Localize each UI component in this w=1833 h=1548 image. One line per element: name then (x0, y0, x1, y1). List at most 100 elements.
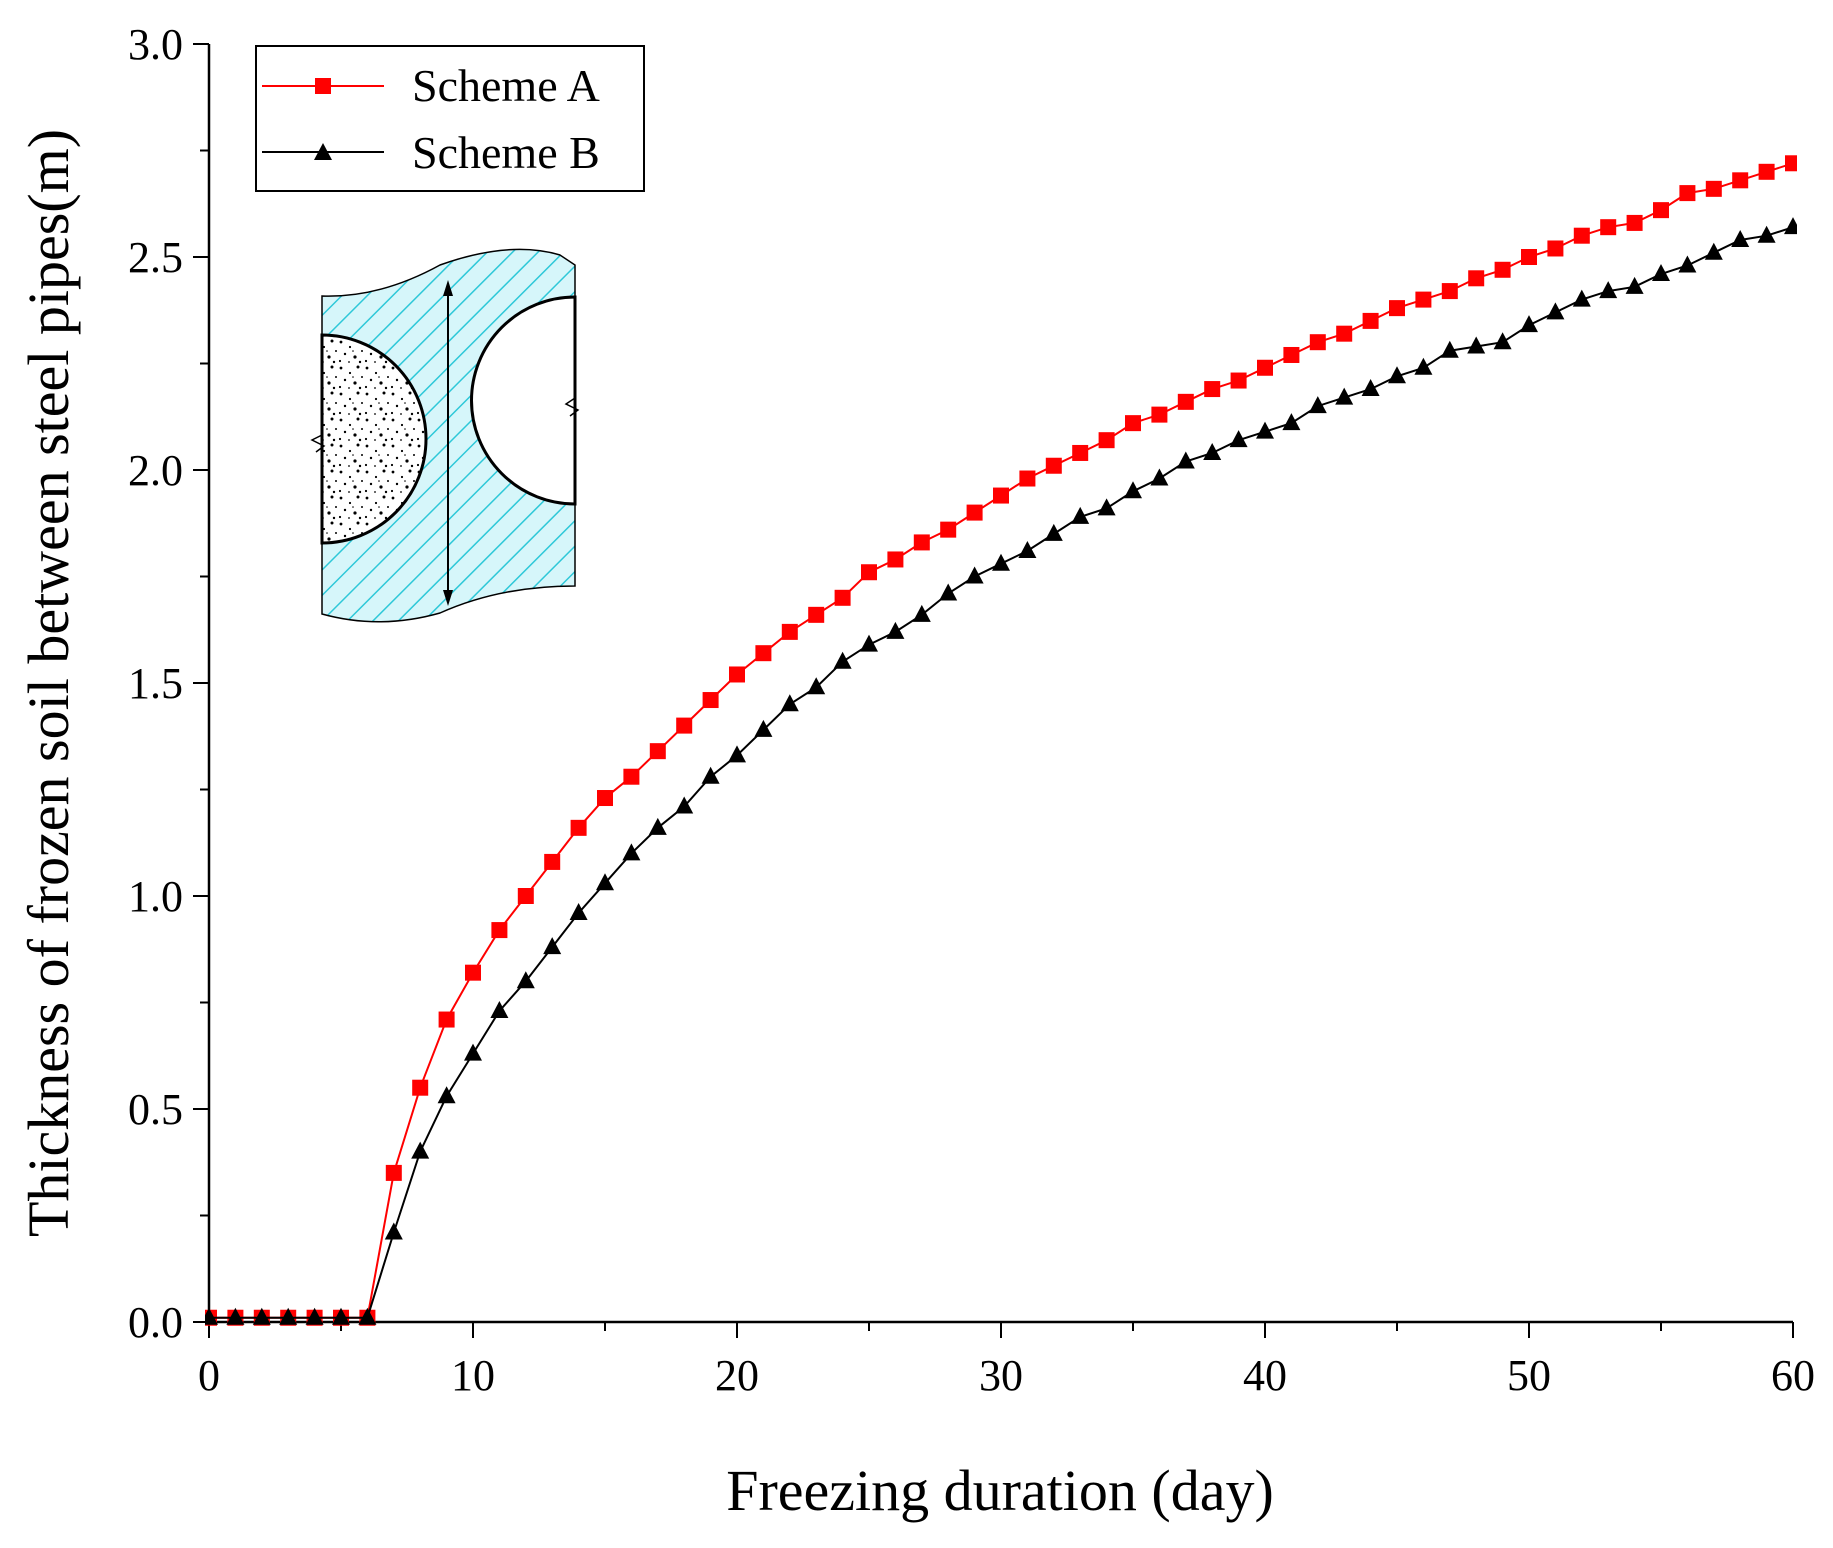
x-tick-label: 40 (1243, 1351, 1287, 1400)
scheme-a-point (1098, 432, 1115, 449)
scheme-a-point (1389, 300, 1405, 317)
y-tick-label: 3.0 (128, 20, 183, 69)
scheme-a-point (438, 1011, 455, 1028)
scheme-a-point (1125, 415, 1141, 432)
scheme-a-point (570, 819, 587, 836)
scheme-b-point (1335, 387, 1354, 405)
legend-marker-a (315, 78, 331, 94)
scheme-a-point (1309, 334, 1326, 351)
scheme-b-point (1308, 396, 1327, 414)
scheme-a-point (729, 666, 745, 683)
legend-label-b: Scheme B (412, 127, 600, 178)
scheme-b-point (780, 694, 799, 712)
x-tick-label: 50 (1507, 1351, 1551, 1400)
scheme-b-point (622, 843, 641, 861)
inset-schematic (310, 248, 580, 623)
scheme-b-point (939, 583, 958, 601)
scheme-a-point (966, 504, 983, 521)
scheme-a-point (702, 692, 719, 709)
scheme-b-point (1256, 421, 1274, 439)
y-axis-title: Thickness of frozen soil between steel p… (16, 129, 81, 1237)
scheme-b-point (1704, 242, 1723, 260)
scheme-a-point (940, 521, 957, 538)
x-tick-label: 60 (1771, 1351, 1815, 1400)
scheme-a-point (1758, 163, 1775, 180)
scheme-b-point (1388, 366, 1406, 384)
y-tick-label: 0.0 (128, 1298, 183, 1347)
scheme-a-point (1785, 155, 1797, 172)
scheme-b-point (648, 817, 667, 835)
scheme-a-point (385, 1164, 402, 1181)
scheme-b-point (252, 1307, 271, 1325)
scheme-b-point (1440, 340, 1459, 358)
scheme-b-point (965, 566, 984, 584)
scheme-b-series (205, 217, 1797, 1325)
scheme-b-point (675, 796, 694, 814)
scheme-b-point (1176, 451, 1195, 469)
scheme-a-point (1573, 227, 1590, 244)
scheme-a-point (676, 717, 693, 734)
scheme-b-point (992, 553, 1010, 571)
scheme-b-point (1361, 379, 1380, 397)
scheme-a-point (1204, 381, 1221, 398)
legend-marker-b (314, 143, 332, 160)
scheme-a-point (1230, 372, 1247, 389)
series-layer (205, 155, 1797, 1326)
scheme-b-point (860, 634, 878, 652)
scheme-a-point (1151, 406, 1168, 423)
scheme-a-point (1705, 180, 1722, 197)
scheme-a-point (517, 888, 534, 904)
scheme-a-point (1679, 185, 1696, 202)
scheme-a-point (597, 790, 613, 807)
scheme-b-point (596, 873, 614, 891)
scheme-b-point (305, 1307, 324, 1325)
scheme-b-point (728, 745, 746, 763)
scheme-a-point (808, 606, 825, 623)
scheme-a-point (412, 1079, 429, 1096)
scheme-b-point (1731, 229, 1750, 247)
scheme-b-point (1124, 481, 1142, 499)
scheme-b-point (886, 621, 905, 639)
scheme-b-point (701, 766, 720, 784)
scheme-b-point (1546, 302, 1565, 320)
scheme-b-point (1414, 357, 1433, 375)
scheme-b-point (1044, 523, 1063, 541)
x-tick-label: 20 (715, 1351, 759, 1400)
scheme-a-point (755, 645, 772, 662)
scheme-b-point (279, 1307, 298, 1325)
scheme-a-point (781, 623, 798, 640)
scheme-b-point (1071, 506, 1090, 524)
scheme-a-point (1415, 291, 1432, 308)
scheme-b-point (1625, 276, 1644, 294)
scheme-a-point (1362, 312, 1379, 329)
dimension-arrow-top (443, 280, 453, 296)
scheme-b-point (1599, 281, 1618, 299)
scheme-a-point (623, 768, 640, 785)
scheme-b-point (1493, 332, 1512, 350)
x-tick-label: 10 (451, 1351, 495, 1400)
scheme-b-point (569, 903, 588, 921)
scheme-a-point (465, 964, 481, 981)
scheme-a-point (1019, 470, 1036, 487)
scheme-a-point (1336, 325, 1353, 342)
scheme-b-point (1572, 289, 1591, 307)
axes: 0 10 20 30 40 50 60 0.0 0.5 1.0 1.5 2.0 2.5 3.0 (128, 20, 1815, 1400)
legend-label-a: Scheme A (412, 60, 600, 111)
dimension-arrow-bottom (443, 590, 453, 606)
scheme-b-point (516, 971, 535, 989)
scheme-a-point (491, 922, 508, 939)
y-tick-label: 1.0 (128, 872, 183, 921)
y-tick-label: 1.5 (128, 659, 183, 708)
scheme-a-point (1072, 444, 1089, 461)
scheme-b-point (358, 1307, 377, 1325)
scheme-b-point (833, 651, 852, 669)
scheme-b-point (1784, 217, 1797, 235)
scheme-a-point (1494, 261, 1511, 278)
scheme-a-point (1283, 346, 1300, 363)
scheme-a-point (1653, 202, 1669, 219)
scheme-b-point (411, 1141, 430, 1159)
scheme-a-point (1468, 270, 1485, 287)
steel-pipe-filled (320, 333, 428, 545)
scheme-b-point (437, 1086, 456, 1104)
